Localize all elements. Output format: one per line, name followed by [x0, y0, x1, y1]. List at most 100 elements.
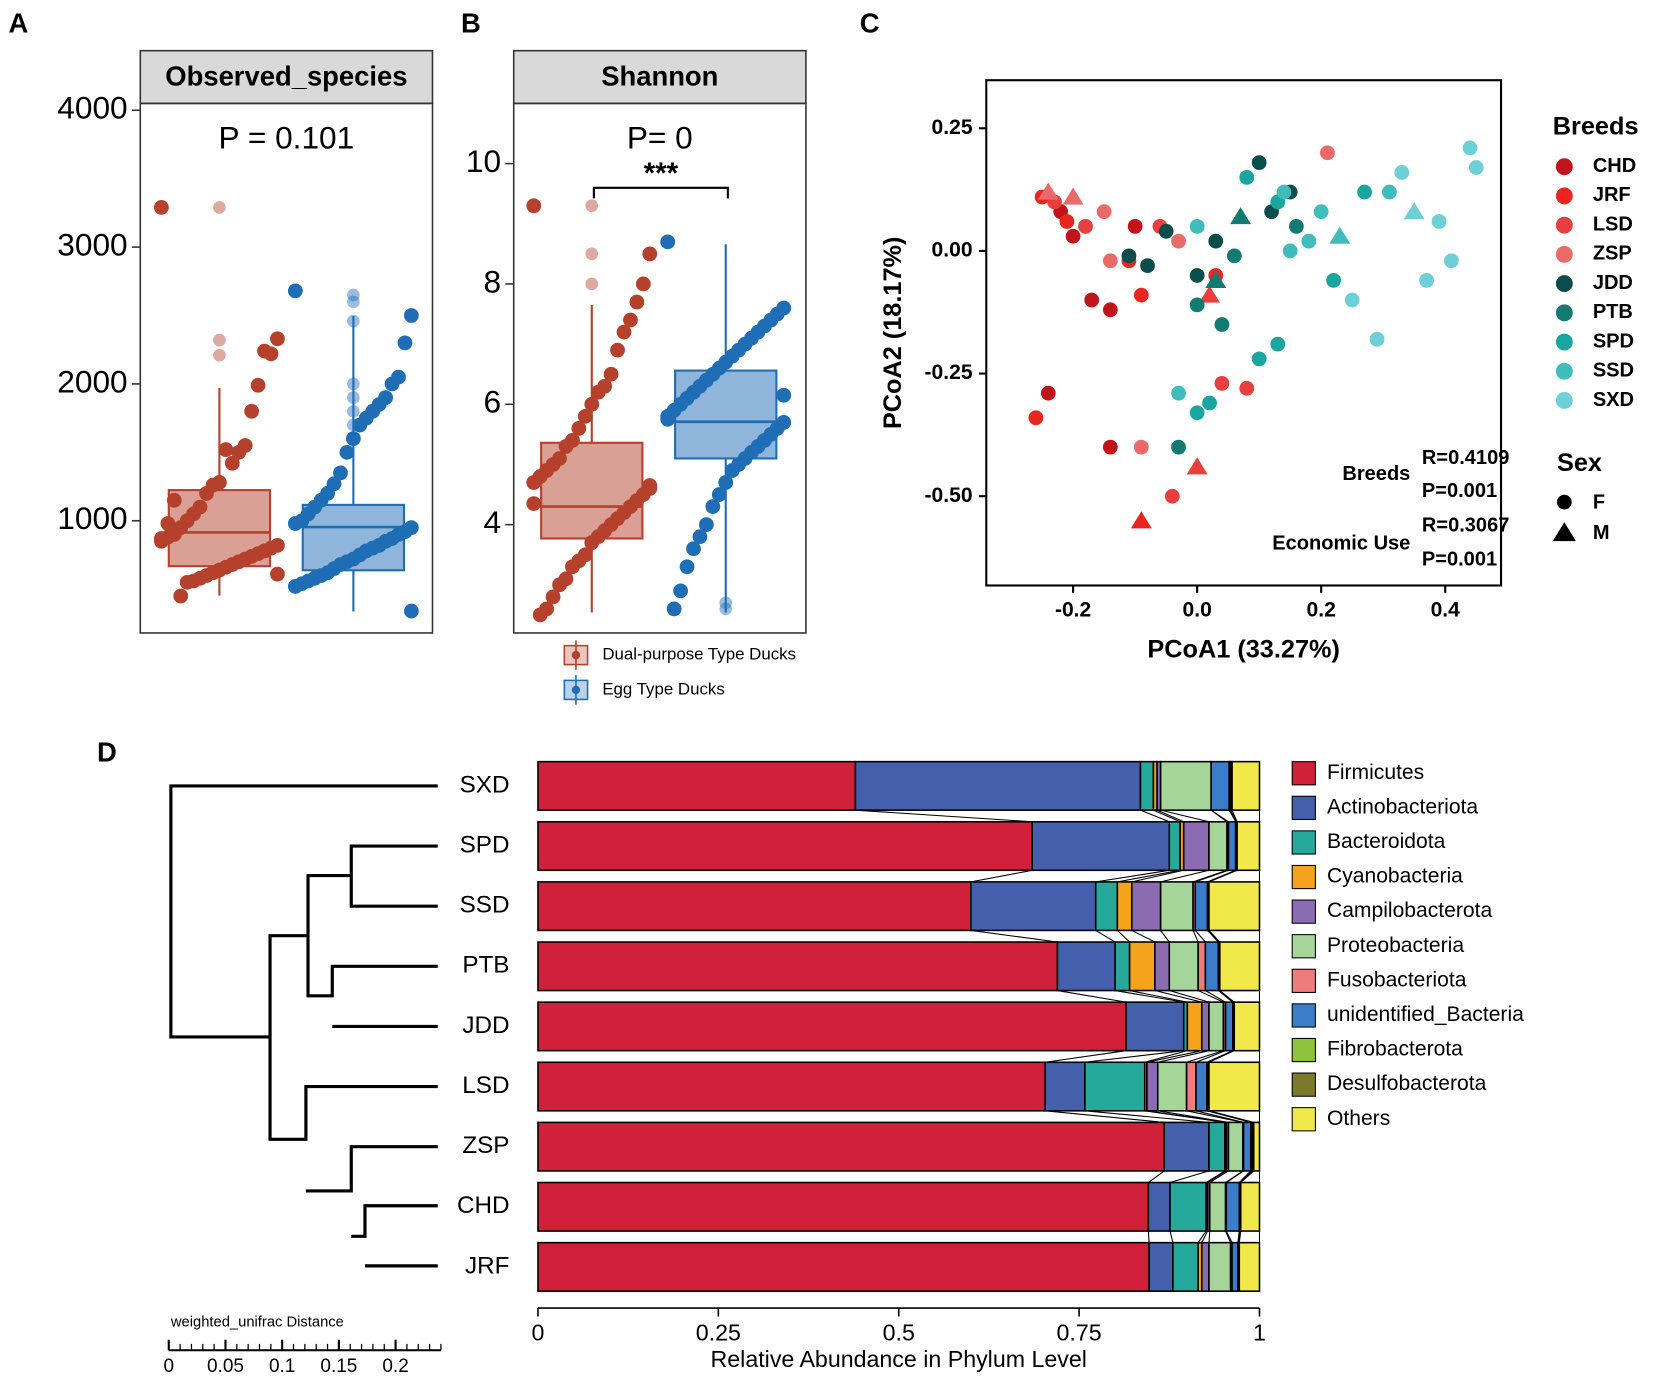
connector [1238, 1230, 1242, 1243]
bar-segment [1139, 760, 1155, 811]
point [1444, 253, 1459, 269]
outlier [213, 348, 226, 362]
bar-segment [537, 1121, 1166, 1172]
connector [1147, 1231, 1150, 1243]
p-value: P = 0.101 [219, 120, 355, 156]
point [250, 377, 266, 393]
connector [1131, 869, 1184, 883]
x-tick-label: 0.0 [1182, 598, 1211, 621]
bar-segment [537, 820, 1034, 872]
legend-label: SSD [1593, 360, 1634, 382]
y-tick-label: 4 [483, 504, 501, 540]
connector [1205, 990, 1226, 1003]
legend-key [1291, 864, 1316, 890]
y-tick-label: -0.25 [925, 361, 973, 384]
point [166, 492, 182, 508]
bar-segment [1239, 1181, 1261, 1232]
bar-segment [1224, 1001, 1234, 1052]
point [1121, 248, 1137, 264]
y-tick-label: 1000 [57, 500, 127, 536]
connector [1208, 869, 1238, 883]
connector [1207, 930, 1219, 943]
x-axis-title: PCoA1 (33.27%) [1147, 636, 1340, 664]
row-label: ZSP [462, 1132, 509, 1159]
point [603, 366, 619, 382]
outlier [213, 201, 226, 214]
legend-label: Desulfobacterota [1327, 1072, 1487, 1095]
panel-label: B [461, 8, 481, 39]
legend-key [1555, 275, 1573, 293]
point [1028, 410, 1044, 426]
legend-label: Firmicutes [1327, 761, 1424, 784]
row-label: JRF [465, 1252, 509, 1279]
connector [1195, 1050, 1226, 1063]
point [154, 200, 169, 215]
point [1251, 155, 1267, 171]
bar-segment [1204, 941, 1220, 992]
point [558, 439, 574, 454]
connector [1194, 930, 1206, 943]
dendrogram [169, 784, 438, 1268]
connector [1146, 1050, 1202, 1063]
legend-key [1555, 333, 1573, 351]
bar-segment [537, 1001, 1127, 1052]
outlier [719, 602, 733, 616]
bar-segment [537, 1061, 1046, 1112]
point [1282, 243, 1298, 259]
outlier [347, 391, 360, 404]
connector [1160, 869, 1210, 883]
point [532, 607, 548, 623]
point [1202, 395, 1217, 411]
connector [1205, 1170, 1226, 1183]
connector [1084, 1110, 1210, 1123]
point [1369, 331, 1385, 347]
legend-label: Fibrobacterota [1327, 1038, 1463, 1061]
connector [1045, 1050, 1127, 1063]
x-axis-title: Relative Abundance in Phylum Level [711, 1346, 1087, 1372]
point [1251, 351, 1267, 367]
connector [1238, 1170, 1252, 1183]
outlier [585, 247, 599, 261]
point [1344, 292, 1360, 308]
point [1276, 184, 1292, 200]
panel-label: C [860, 8, 880, 39]
point [287, 516, 303, 531]
point [287, 579, 303, 594]
scale-tick-label: 0.2 [382, 1356, 408, 1377]
point [1102, 302, 1118, 318]
connector [1045, 1110, 1165, 1123]
point [1189, 297, 1205, 313]
connector [1186, 1050, 1224, 1063]
point [623, 312, 638, 328]
connector [1140, 809, 1170, 823]
point [1313, 204, 1329, 220]
point [1130, 511, 1152, 529]
point [199, 486, 214, 501]
bar-segment [537, 1241, 1150, 1292]
legend-label: Fusobacteriota [1327, 968, 1467, 991]
point [1065, 228, 1081, 244]
legend-label: LSD [1593, 213, 1633, 235]
connector [1129, 990, 1188, 1003]
point [1226, 248, 1242, 264]
bar-segment [1156, 1061, 1188, 1112]
legend-key [1291, 830, 1316, 855]
bar-segment [537, 941, 1059, 992]
y-tick-label: 0.00 [932, 239, 973, 262]
bar-segment [1031, 820, 1171, 872]
bar-segment [1210, 760, 1230, 811]
legend-key [1555, 304, 1573, 322]
legend-key [1555, 245, 1573, 263]
point [1186, 457, 1208, 475]
point [692, 529, 708, 545]
bar-segment [1238, 1241, 1261, 1292]
legend-key [1291, 934, 1316, 959]
connector [1154, 990, 1202, 1003]
point [404, 603, 419, 619]
bar-segment [1114, 941, 1131, 992]
outlier [347, 295, 360, 309]
point [776, 387, 792, 403]
point [635, 276, 651, 292]
row-label: SXD [460, 771, 510, 798]
point [1189, 268, 1205, 283]
